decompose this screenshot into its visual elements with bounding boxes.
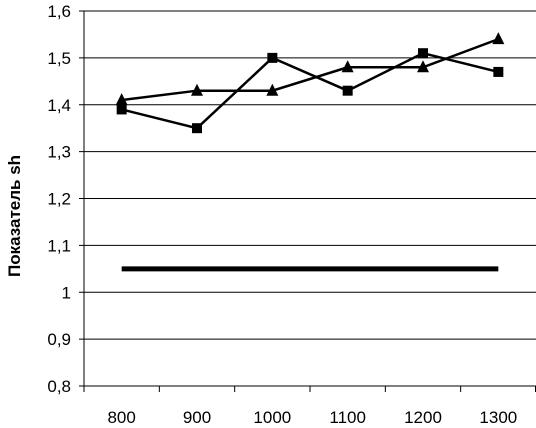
- square-marker: [342, 85, 353, 96]
- y-tick-label: 1,6: [47, 2, 71, 21]
- gridlines: [84, 10, 536, 340]
- series-group: [115, 32, 505, 272]
- y-tick-labels: 0,8 0,9 1 1,1 1,2 1,3 1,4 1,5 1,6: [47, 2, 71, 396]
- x-tick-label: 800: [107, 408, 135, 427]
- y-tick-label: 1,5: [47, 49, 71, 68]
- triangle-marker: [417, 60, 429, 73]
- x-tick-label: 900: [183, 408, 211, 427]
- square-marker: [192, 123, 202, 134]
- series-2-line: [121, 37, 499, 102]
- series-1-line: [121, 51, 499, 130]
- x-tick-label: 1100: [329, 408, 366, 427]
- y-tick-label: 1,4: [47, 96, 71, 115]
- triangle-marker: [115, 93, 128, 106]
- y-tick-label: 0,8: [47, 377, 71, 396]
- x-tick-label: 1200: [404, 408, 442, 427]
- y-tick-label: 1,2: [47, 190, 71, 209]
- triangle-marker: [191, 83, 203, 96]
- triangle-marker: [492, 32, 505, 45]
- y-tick-label: 1,1: [47, 236, 71, 255]
- y-tick-label: 0,9: [47, 330, 71, 349]
- x-tick-label: 1300: [479, 408, 517, 427]
- triangle-marker: [266, 83, 279, 96]
- axes: [79, 10, 536, 392]
- y-axis-label: Показатель sh: [5, 155, 24, 277]
- square-marker: [493, 66, 504, 77]
- triangle-marker: [341, 60, 354, 73]
- square-marker: [418, 48, 428, 59]
- square-marker: [267, 52, 278, 63]
- x-tick-labels: 800 900 1000 1100 1200 1300: [107, 408, 517, 427]
- y-tick-label: 1,3: [47, 143, 71, 162]
- square-marker: [116, 104, 127, 115]
- y-tick-label: 1: [62, 283, 71, 302]
- x-tick-label: 1000: [253, 408, 291, 427]
